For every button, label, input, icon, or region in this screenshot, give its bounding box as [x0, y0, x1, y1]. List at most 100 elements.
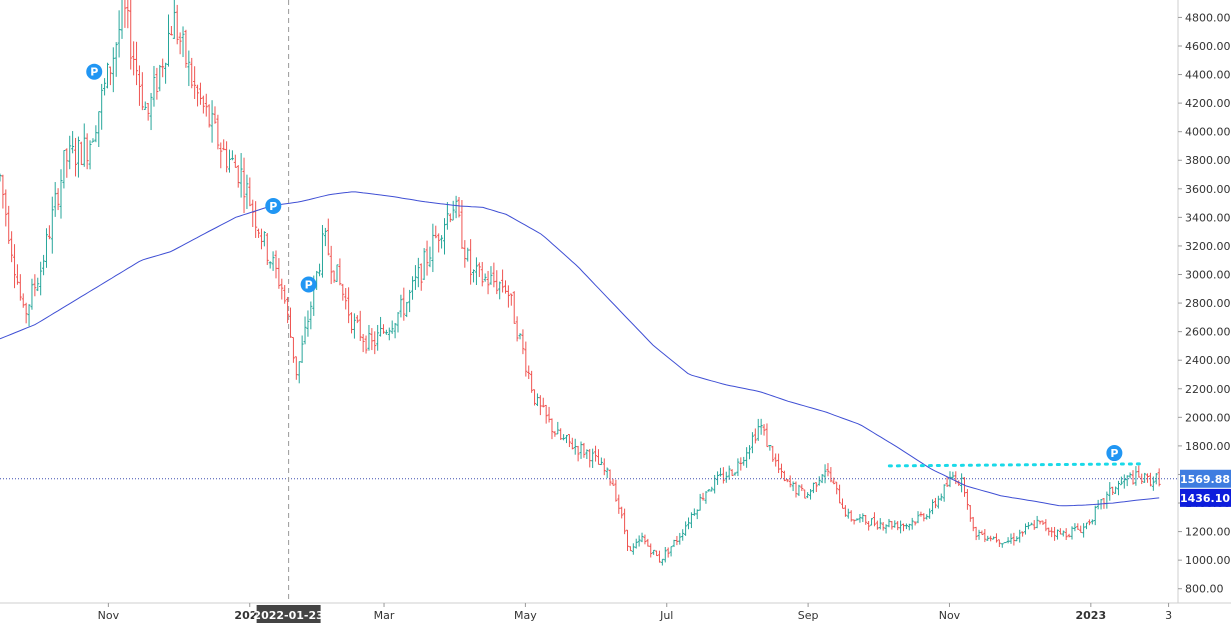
- ohlc-bar: [82, 123, 86, 167]
- ohlc-bar: [85, 133, 89, 170]
- ohlc-bar: [428, 246, 432, 268]
- ohlc-bar: [480, 261, 484, 287]
- ohlc-bar: [637, 535, 641, 547]
- ohlc-bar: [768, 444, 772, 451]
- ohlc-bar: [730, 469, 734, 476]
- ohlc-bar: [265, 233, 269, 266]
- ohlc-bar: [1055, 529, 1059, 540]
- ohlc-bar: [631, 543, 635, 555]
- ohlc-bar: [1105, 491, 1109, 509]
- ohlc-bar: [992, 536, 996, 540]
- price-area: [0, 0, 1161, 566]
- ohlc-bar: [716, 471, 720, 485]
- ohlc-bar: [419, 263, 423, 291]
- ohlc-bar: [126, 0, 130, 29]
- ohlc-bar: [271, 251, 275, 271]
- ohlc-bar: [1108, 482, 1112, 501]
- ohlc-bar: [870, 518, 874, 526]
- ohlc-bar: [596, 449, 600, 465]
- ohlc-bar: [512, 291, 516, 324]
- ohlc-bar: [689, 512, 693, 529]
- ohlc-bar: [352, 313, 356, 339]
- ohlc-bar: [611, 478, 615, 486]
- y-tick-label: 3200.00: [1185, 240, 1231, 253]
- ohlc-bar: [303, 316, 307, 345]
- y-tick-label: 2800.00: [1185, 297, 1231, 310]
- ohlc-bar: [50, 196, 54, 254]
- ohlc-bar: [463, 240, 467, 268]
- last-price-label: 1569.88: [1180, 473, 1230, 486]
- y-tick-label: 3600.00: [1185, 183, 1231, 196]
- ohlc-bar: [422, 248, 426, 280]
- marker-circle: [300, 276, 317, 293]
- ohlc-bar: [329, 245, 333, 285]
- ohlc-bar: [788, 475, 792, 488]
- ohlc-bar: [393, 322, 397, 339]
- ohlc-bar: [1032, 520, 1036, 530]
- ohlc-bar: [242, 157, 246, 214]
- ohlc-bar: [750, 432, 754, 454]
- ohlc-bar: [669, 546, 673, 557]
- ohlc-bar: [509, 293, 513, 306]
- ohlc-bar: [800, 484, 804, 492]
- ohlc-bar: [248, 177, 252, 207]
- ohlc-bar: [567, 434, 571, 448]
- ohlc-bar: [599, 457, 603, 466]
- ohlc-bar: [207, 104, 211, 128]
- ohlc-bar: [614, 479, 618, 502]
- ohlc-bar: [628, 546, 632, 552]
- ohlc-bar: [527, 365, 531, 380]
- ohlc-bar: [1131, 470, 1135, 485]
- ohlc-bar: [1050, 527, 1054, 538]
- marker-p[interactable]: P: [1106, 445, 1123, 462]
- ohlc-bar: [367, 324, 371, 351]
- ohlc-bar: [649, 543, 653, 558]
- ohlc-bar: [803, 489, 807, 499]
- ohlc-bar: [94, 125, 98, 143]
- ohlc-bar: [326, 218, 330, 256]
- last-price-badge: [1180, 469, 1231, 488]
- y-tick-label: 4400.00: [1185, 69, 1231, 82]
- ohlc-bar: [114, 42, 118, 77]
- ohlc-bar: [518, 333, 522, 340]
- ohlc-bar: [748, 445, 752, 460]
- ohlc-bar: [785, 479, 789, 483]
- ohlc-bar: [1053, 526, 1057, 541]
- ohlc-bar: [262, 231, 266, 247]
- ohlc-bar: [556, 421, 560, 435]
- ohlc-bar: [1116, 480, 1120, 496]
- crosshair-date-badge: [256, 605, 321, 623]
- marker-p[interactable]: P: [265, 197, 282, 214]
- ohlc-bar: [91, 138, 95, 143]
- ohlc-bar: [472, 269, 476, 283]
- ohlc-bar: [1093, 505, 1097, 526]
- ohlc-bar: [413, 265, 417, 290]
- ohlc-bar: [634, 538, 638, 549]
- ohlc-bar: [861, 513, 865, 523]
- ohlc-bar: [814, 482, 818, 493]
- ohlc-bar: [103, 78, 107, 96]
- ohlc-bar: [907, 523, 911, 531]
- ohlc-bar: [434, 225, 438, 239]
- y-tick-label: 1200.00: [1185, 526, 1231, 539]
- ohlc-bar: [149, 92, 153, 131]
- ohlc-bar: [196, 84, 200, 107]
- ohlc-bar: [974, 526, 978, 541]
- ohlc-bar: [1079, 525, 1083, 533]
- marker-p[interactable]: P: [300, 276, 317, 293]
- ohlc-bar: [774, 453, 778, 467]
- ohlc-bar: [27, 304, 31, 327]
- ohlc-bar: [460, 200, 464, 249]
- ohlc-bar: [97, 111, 101, 148]
- ohlc-bar: [350, 312, 354, 334]
- marker-p[interactable]: P: [86, 63, 103, 80]
- ohlc-bar: [997, 539, 1001, 547]
- ohlc-bar: [678, 532, 682, 545]
- ohlc-bar: [411, 276, 415, 300]
- ohlc-bar: [239, 153, 243, 198]
- ohlc-bar: [1006, 537, 1010, 544]
- y-tick-label: 4600.00: [1185, 40, 1231, 53]
- ohlc-bar: [1157, 468, 1161, 487]
